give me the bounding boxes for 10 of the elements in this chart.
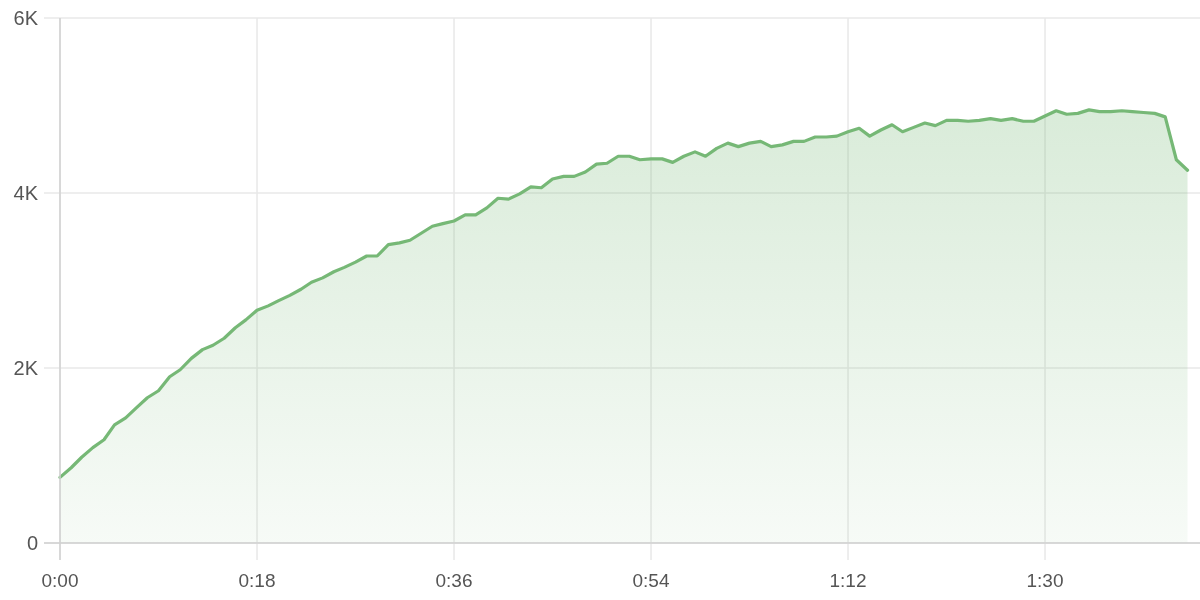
x-tick-label: 0:18: [238, 569, 276, 591]
x-tick-label: 0:36: [435, 569, 473, 591]
y-tick-label: 2K: [13, 357, 39, 379]
x-tick-label: 0:00: [41, 569, 79, 591]
x-tick-label: 1:30: [1026, 569, 1064, 591]
x-tick-label: 0:54: [632, 569, 670, 591]
y-tick-label: 4K: [13, 182, 39, 204]
y-tick-label: 6K: [13, 7, 39, 29]
x-tick-label: 1:12: [829, 569, 867, 591]
y-tick-label: 0: [26, 532, 38, 554]
